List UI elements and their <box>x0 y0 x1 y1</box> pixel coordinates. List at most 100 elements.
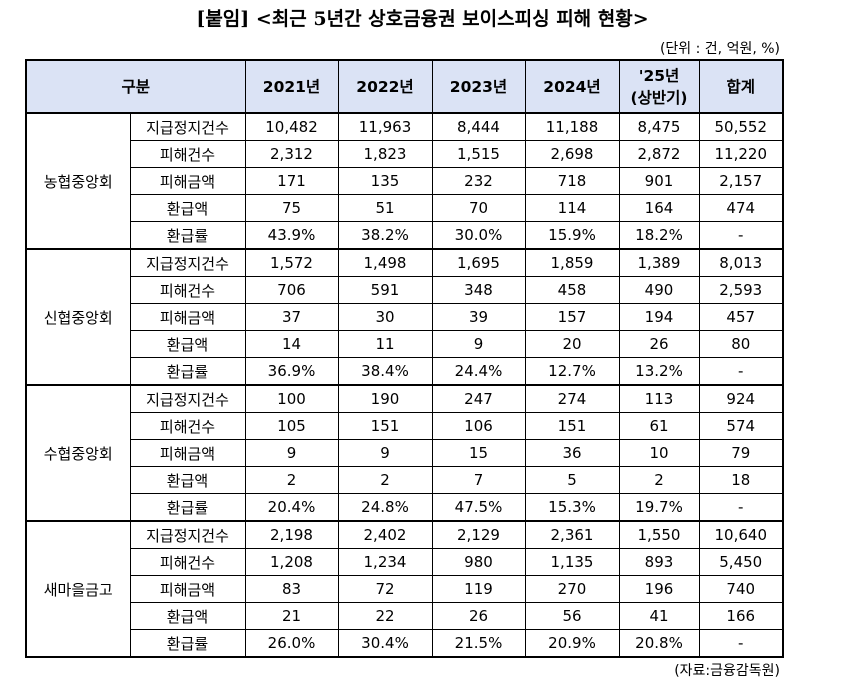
cell-total: 2,157 <box>698 167 784 195</box>
cell-2021: 2,312 <box>244 140 339 168</box>
cell-2025-h1: 1,550 <box>618 520 700 549</box>
cell-2021: 75 <box>244 194 339 222</box>
cell-2025-h1: 18.2% <box>618 221 700 250</box>
cell-2021: 20.4% <box>244 493 339 522</box>
cell-2024: 718 <box>524 167 620 195</box>
cell-total: 2,593 <box>698 276 784 304</box>
cell-2021: 100 <box>244 384 339 413</box>
unit-note: (단위 : 건, 억원, %) <box>659 41 780 57</box>
table-row: 환급액 2 2 7 5 2 18 <box>26 466 784 494</box>
cell-2025-h1: 164 <box>618 194 700 222</box>
cell-2022: 30 <box>337 303 433 331</box>
cell-2022: 2,402 <box>337 520 433 549</box>
header-2025-label: '25년 <box>638 66 680 85</box>
cell-2025-h1: 8,475 <box>618 112 700 141</box>
cell-total: - <box>698 493 784 522</box>
cell-2022: 1,498 <box>337 248 433 277</box>
document-title: [붙임] <최근 5년간 상호금융권 보이스피싱 피해 현황> <box>196 8 649 30</box>
cell-total: 18 <box>698 466 784 494</box>
cell-total: 574 <box>698 412 784 440</box>
cell-2021: 105 <box>244 412 339 440</box>
table-row: 환급률 43.9% 38.2% 30.0% 15.9% 18.2% - <box>26 221 784 250</box>
cell-2021: 171 <box>244 167 339 195</box>
cell-2022: 38.2% <box>337 221 433 250</box>
table-row: 환급액 75 51 70 114 164 474 <box>26 194 784 222</box>
cell-2023: 247 <box>431 384 526 413</box>
table-row: 피해건수 1,208 1,234 980 1,135 893 5,450 <box>26 548 784 576</box>
table-row: 피해건수 105 151 106 151 61 574 <box>26 412 784 440</box>
metric-label: 환급액 <box>129 466 246 494</box>
header-2024: 2024년 <box>524 59 620 114</box>
cell-total: 10,640 <box>698 520 784 549</box>
voice-phishing-table: 구분 2021년 2022년 2023년 2024년 '25년 (상반기) 합계… <box>25 59 784 658</box>
cell-2024: 274 <box>524 384 620 413</box>
cell-2022: 30.4% <box>337 629 433 658</box>
cell-2024: 270 <box>524 575 620 603</box>
cell-2023: 7 <box>431 466 526 494</box>
cell-2025-h1: 61 <box>618 412 700 440</box>
cell-total: - <box>698 357 784 386</box>
cell-2024: 56 <box>524 602 620 630</box>
metric-label: 환급률 <box>129 221 246 250</box>
cell-2021: 83 <box>244 575 339 603</box>
cell-2021: 21 <box>244 602 339 630</box>
cell-2022: 2 <box>337 466 433 494</box>
cell-2021: 10,482 <box>244 112 339 141</box>
cell-2023: 15 <box>431 439 526 467</box>
cell-2025-h1: 2,872 <box>618 140 700 168</box>
metric-label: 피해건수 <box>129 548 246 576</box>
cell-2021: 9 <box>244 439 339 467</box>
cell-2025-h1: 20.8% <box>618 629 700 658</box>
table-row: 환급액 21 22 26 56 41 166 <box>26 602 784 630</box>
cell-2021: 2 <box>244 466 339 494</box>
cell-total: 11,220 <box>698 140 784 168</box>
cell-2022: 11,963 <box>337 112 433 141</box>
metric-label: 피해금액 <box>129 167 246 195</box>
cell-2025-h1: 19.7% <box>618 493 700 522</box>
cell-2024: 5 <box>524 466 620 494</box>
header-2025-h1: '25년 (상반기) <box>618 59 700 114</box>
cell-2023: 232 <box>431 167 526 195</box>
table-row: 새마을금고 지급정지건수 2,198 2,402 2,129 2,361 1,550 10,6… <box>25 520 784 658</box>
cell-2023: 980 <box>431 548 526 576</box>
metric-label: 피해금액 <box>129 303 246 331</box>
cell-total: 50,552 <box>698 112 784 141</box>
cell-2021: 14 <box>244 330 339 358</box>
table-row: 환급률 36.9% 38.4% 24.4% 12.7% 13.2% - <box>26 357 784 386</box>
table-row: 환급액 14 11 9 20 26 80 <box>26 330 784 358</box>
metric-label: 지급정지건수 <box>129 520 246 549</box>
cell-2025-h1: 196 <box>618 575 700 603</box>
cell-2023: 70 <box>431 194 526 222</box>
header-2022: 2022년 <box>337 59 433 114</box>
cell-2025-h1: 113 <box>618 384 700 413</box>
metric-label: 지급정지건수 <box>129 112 246 141</box>
cell-2022: 1,823 <box>337 140 433 168</box>
cell-2024: 458 <box>524 276 620 304</box>
cell-2024: 11,188 <box>524 112 620 141</box>
org-name: 신협중앙회 <box>25 248 131 386</box>
cell-2022: 1,234 <box>337 548 433 576</box>
cell-total: 166 <box>698 602 784 630</box>
org-name: 농협중앙회 <box>25 112 131 250</box>
cell-total: 740 <box>698 575 784 603</box>
cell-2022: 72 <box>337 575 433 603</box>
cell-2022: 24.8% <box>337 493 433 522</box>
cell-total: 80 <box>698 330 784 358</box>
cell-2024: 15.9% <box>524 221 620 250</box>
cell-2023: 26 <box>431 602 526 630</box>
cell-total: 457 <box>698 303 784 331</box>
table-row: 피해금액 9 9 15 36 10 79 <box>26 439 784 467</box>
cell-2023: 24.4% <box>431 357 526 386</box>
cell-total: 8,013 <box>698 248 784 277</box>
cell-2023: 8,444 <box>431 112 526 141</box>
cell-2021: 36.9% <box>244 357 339 386</box>
org-name: 새마을금고 <box>25 520 131 658</box>
cell-2022: 51 <box>337 194 433 222</box>
cell-2025-h1: 41 <box>618 602 700 630</box>
cell-2025-h1: 2 <box>618 466 700 494</box>
header-2023: 2023년 <box>431 59 526 114</box>
cell-2023: 2,129 <box>431 520 526 549</box>
cell-2024: 151 <box>524 412 620 440</box>
cell-2024: 20 <box>524 330 620 358</box>
cell-2025-h1: 10 <box>618 439 700 467</box>
